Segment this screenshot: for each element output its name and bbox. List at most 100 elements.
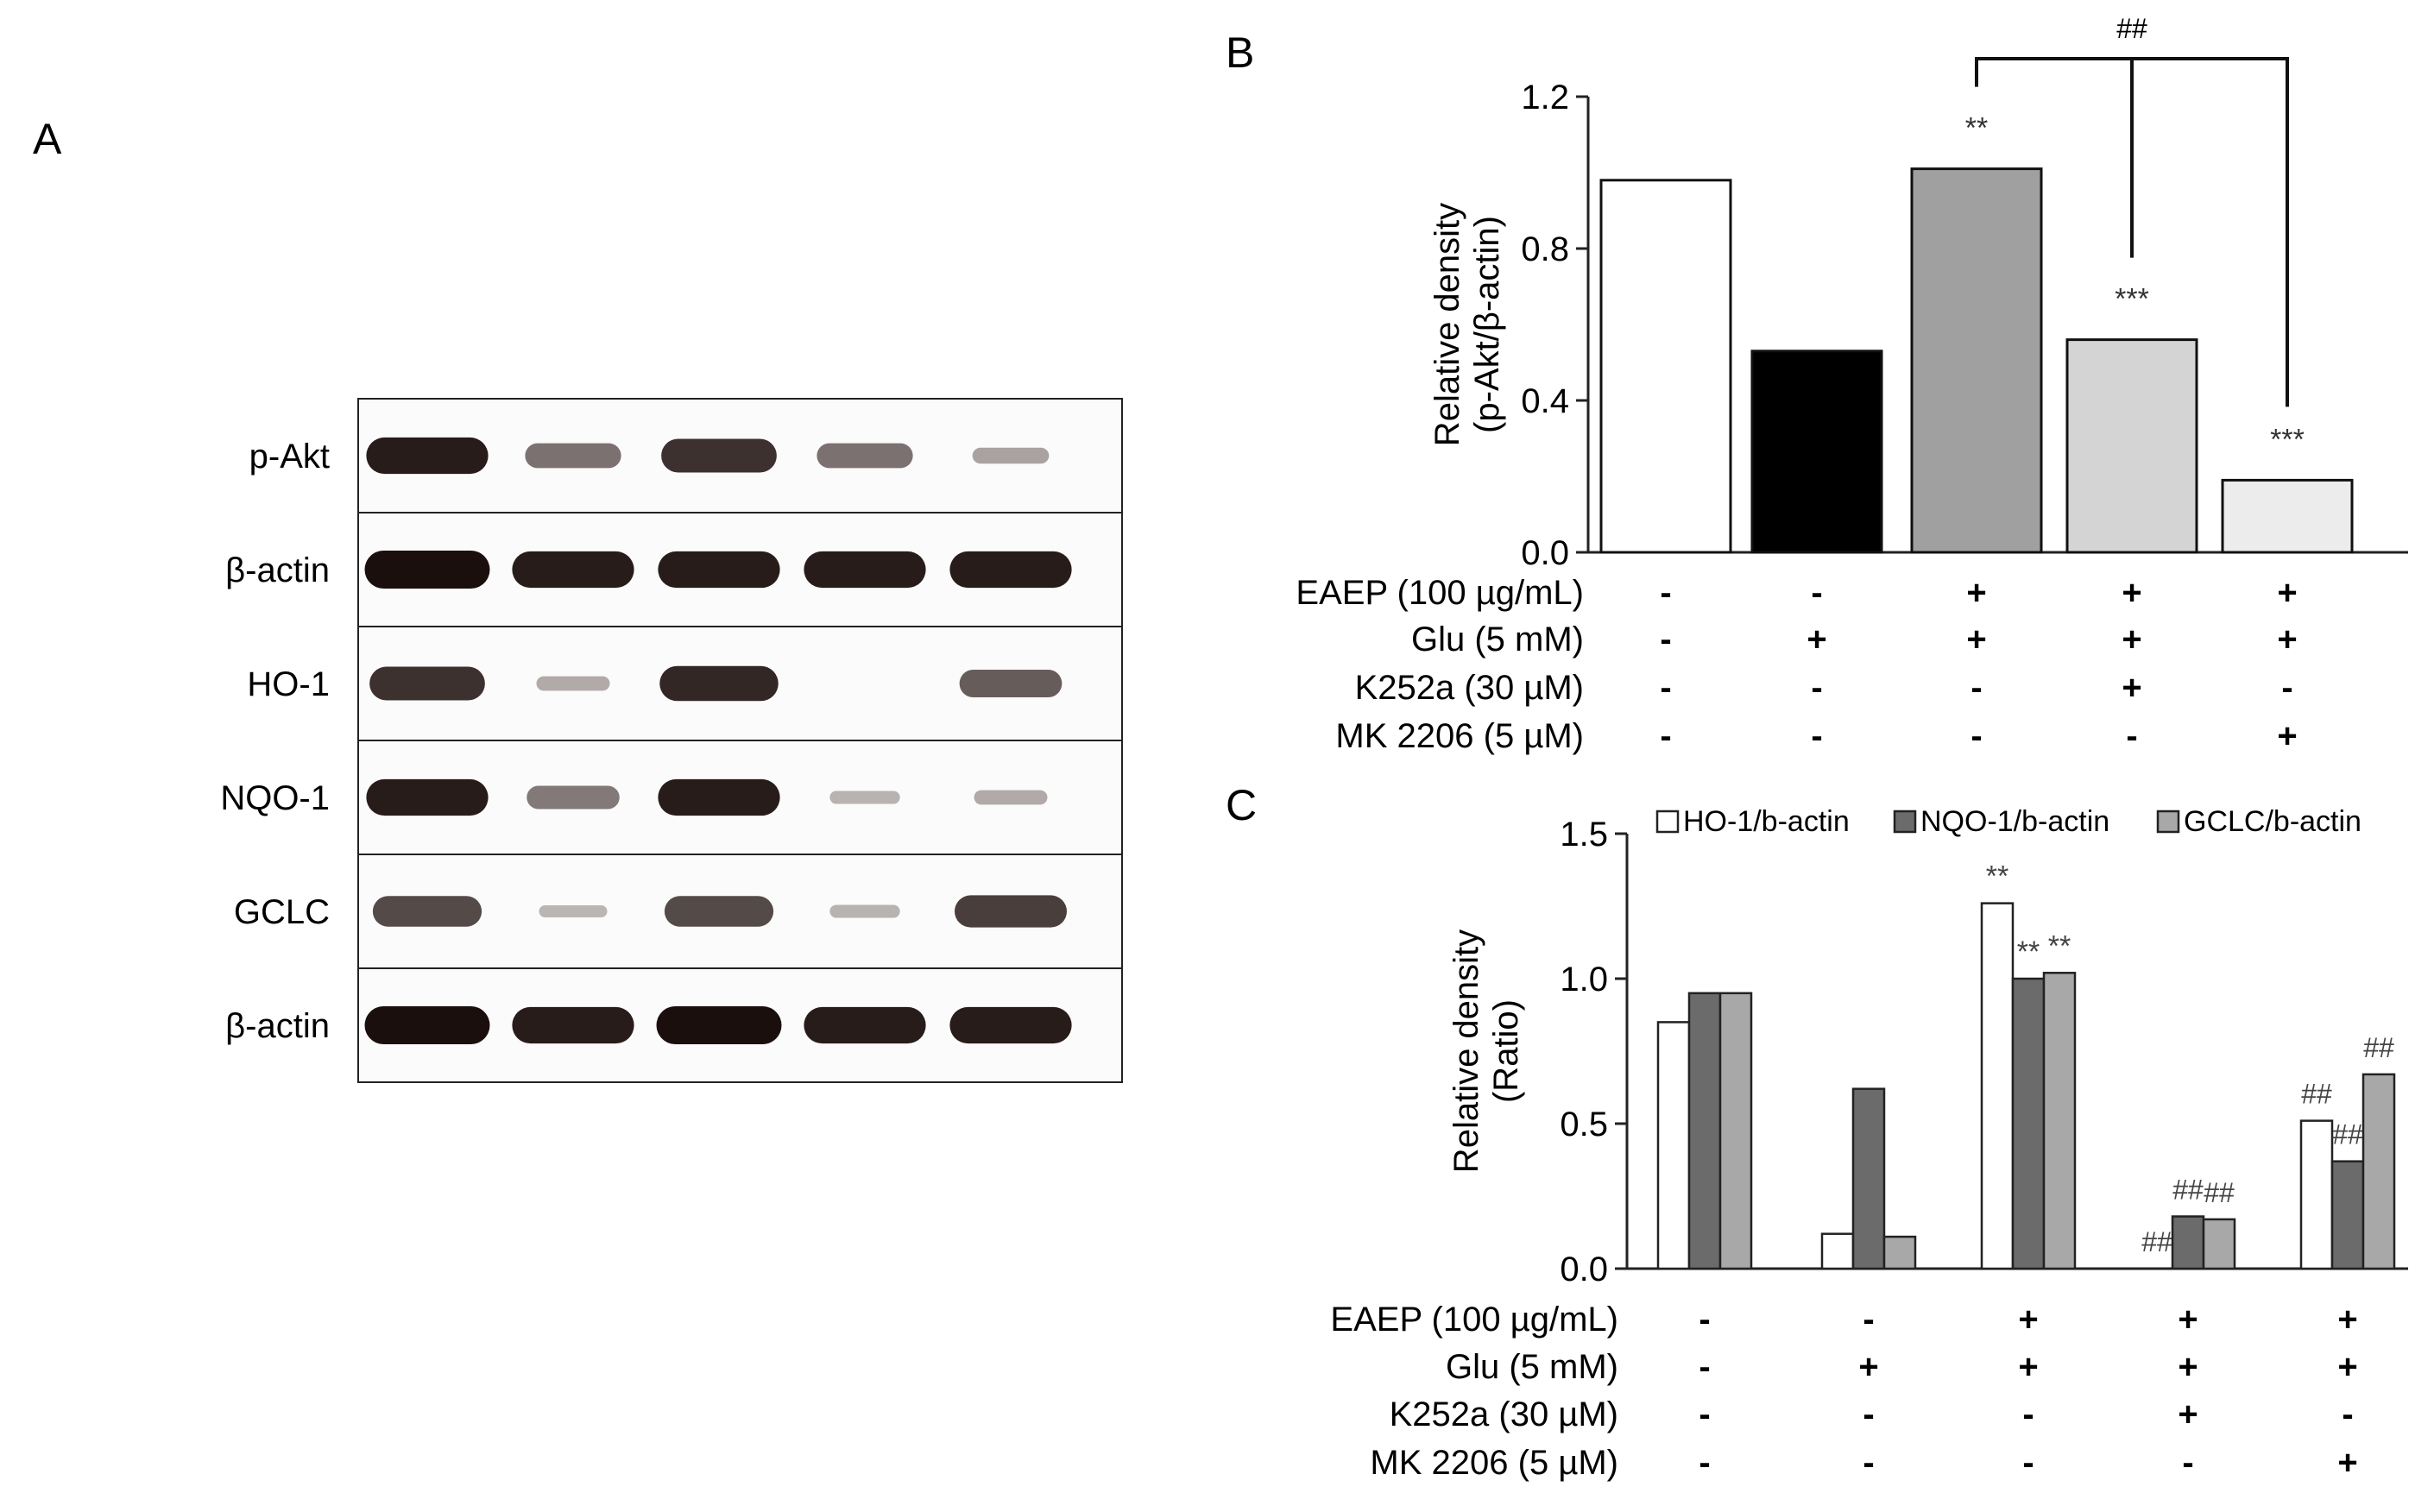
treatment-label: MK 2206 (5 µM) (1335, 717, 1584, 755)
bar (1851, 1087, 1886, 1270)
bar (2171, 1215, 2205, 1270)
y-axis-label-line: Relative density (1447, 929, 1485, 1173)
treatment-sign: + (2277, 717, 2297, 755)
panel-label-a: A (33, 115, 62, 163)
significance-mark: *** (2270, 423, 2305, 456)
treatment-sign: + (1966, 574, 1986, 612)
treatment-label: K252a (30 µM) (1390, 1395, 1618, 1433)
blot-band (817, 443, 913, 469)
bar (1687, 992, 1722, 1270)
blot-band (539, 904, 608, 918)
chart-b-p-akt: 0.0 0.4 0.8 1.2 Relative density(p-Akt/β-act… (1296, 13, 2408, 755)
bar (1820, 1232, 1855, 1270)
treatment-sign: + (1807, 621, 1826, 658)
treatment-sign: + (2122, 574, 2141, 612)
blot-band (949, 1006, 1072, 1044)
treatment-sign: - (1660, 574, 1671, 612)
treatment-sign: - (2126, 717, 2137, 755)
blot-band (364, 551, 490, 589)
blot-band (512, 1006, 634, 1044)
treatment-sign: + (2178, 1301, 2198, 1339)
legend-swatch (1655, 810, 1680, 834)
y-axis-label: Relative density(p-Akt/β-actin) (1428, 203, 1506, 446)
blot-band (959, 669, 1063, 698)
blot-band (527, 785, 620, 810)
treatment-sign: + (2337, 1301, 2357, 1339)
treatment-sign: + (1966, 621, 1986, 658)
blot-row-label: β-actin (225, 551, 330, 589)
legend-label: HO-1/b-actin (1683, 805, 1850, 838)
treatment-sign: - (2281, 669, 2292, 707)
y-axis-label: Relative density(Ratio) (1447, 929, 1525, 1173)
bar (1882, 1235, 1917, 1270)
blot-row-label: HO-1 (247, 665, 330, 703)
significance-mark: ** (1965, 112, 1988, 145)
blot-band (366, 437, 489, 475)
treatment-sign: - (1699, 1301, 1710, 1339)
bar (1910, 167, 2043, 554)
y-tick-label: 0.0 (1560, 1251, 1608, 1288)
bar (1718, 992, 1753, 1270)
treatment-sign: - (1699, 1395, 1710, 1433)
blot-row-label: GCLC (234, 893, 330, 931)
treatment-sign: - (2182, 1444, 2193, 1482)
treatment-sign: + (1858, 1348, 1878, 1386)
treatment-sign: + (2178, 1395, 2198, 1433)
blot-band (525, 443, 621, 469)
treatment-sign: + (2337, 1444, 2357, 1482)
treatment-sign: - (2022, 1444, 2034, 1482)
y-tick-label: 1.0 (1560, 961, 1608, 999)
significance-mark: ## (2204, 1177, 2235, 1208)
bar (2330, 1160, 2365, 1270)
blot-band (512, 551, 634, 589)
blot-band (829, 904, 900, 918)
blot-band (658, 551, 780, 589)
y-axis-label-line: Relative density (1428, 203, 1466, 446)
treatment-sign: - (2342, 1395, 2353, 1433)
significance-mark: ## (2363, 1032, 2394, 1063)
blot-band (364, 1006, 490, 1044)
significance-mark: ## (2141, 1226, 2172, 1257)
bar (2202, 1218, 2236, 1270)
blot-band (972, 447, 1050, 464)
bar (1656, 1021, 1691, 1270)
blot-band (656, 1006, 782, 1044)
significance-mark: ** (1986, 860, 2008, 893)
treatment-sign: - (1811, 574, 1822, 612)
treatment-sign: + (2122, 669, 2141, 707)
blot-band (804, 551, 926, 589)
significance-mark: ** (2048, 929, 2071, 962)
treatment-label: MK 2206 (5 µM) (1370, 1444, 1618, 1482)
bar (2299, 1119, 2334, 1270)
y-tick-label: 0.5 (1560, 1106, 1608, 1143)
blot-band (536, 676, 610, 691)
bar (1599, 179, 1732, 554)
treatment-label: EAEP (100 µg/mL) (1296, 574, 1584, 612)
blot-band (366, 778, 489, 816)
bar (2221, 478, 2354, 554)
treatment-sign: - (1971, 717, 1982, 755)
panel-label-b: B (1226, 28, 1254, 77)
blot-row-label: p-Akt (249, 438, 330, 476)
bar (1980, 902, 2015, 1270)
bar (2361, 1073, 2396, 1270)
significance-mark: ## (2172, 1175, 2204, 1206)
treatment-sign: - (1811, 717, 1822, 755)
treatment-sign: - (1699, 1444, 1710, 1482)
significance-mark: ## (2332, 1119, 2363, 1150)
treatment-sign: - (1811, 669, 1822, 707)
legend-swatch (2156, 810, 2180, 834)
treatment-sign: - (1660, 717, 1671, 755)
blot-row-label: NQO-1 (220, 779, 330, 817)
treatment-sign: + (2277, 621, 2297, 658)
blot-band (659, 665, 779, 702)
y-tick-label: 0.8 (1521, 230, 1569, 268)
bar (2011, 977, 2046, 1270)
western-blot: p-Akt β-actin HO-1 NQO-1 GCLC β-actin (220, 398, 1123, 1083)
blot-band (955, 895, 1067, 928)
legend-label: NQO-1/b-actin (1920, 805, 2109, 838)
blot-band (372, 896, 482, 927)
treatment-sign: - (1699, 1348, 1710, 1386)
